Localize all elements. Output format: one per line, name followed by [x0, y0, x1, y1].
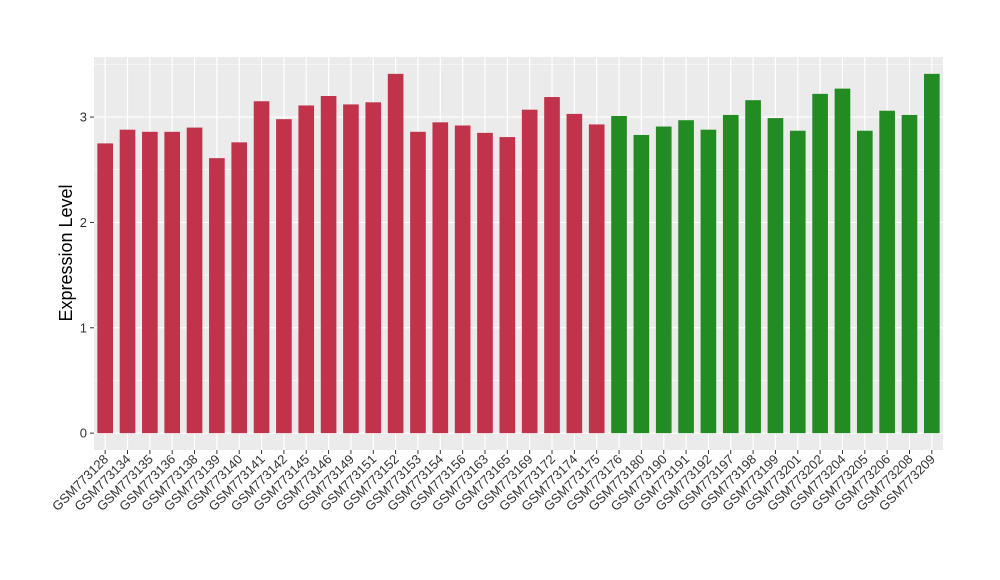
bar-GSM773198 [745, 100, 761, 434]
bar-GSM773140 [231, 142, 248, 434]
bar-GSM773146 [320, 95, 337, 434]
bar-GSM773138 [186, 127, 203, 434]
y-tick-label: 2 [80, 215, 87, 230]
x-axis: GSM773128GSM773134GSM773135GSM773136GSM7… [49, 450, 938, 514]
y-axis: 0 1 2 3 [80, 110, 94, 441]
bar-GSM773204 [834, 88, 851, 434]
bar-GSM773176 [611, 116, 627, 434]
bar-GSM773174 [566, 113, 583, 434]
bar-GSM773199 [767, 118, 784, 434]
bar-GSM773152 [387, 73, 404, 434]
bar-GSM773145 [298, 105, 315, 434]
y-tick-label: 1 [80, 320, 87, 335]
y-tick-label: 0 [80, 426, 87, 441]
bar-GSM773190 [655, 126, 672, 434]
bar-GSM773128 [97, 143, 113, 434]
bar-GSM773139 [209, 158, 225, 434]
bar-GSM773197 [722, 114, 739, 434]
bars [97, 73, 940, 434]
bar-GSM773165 [499, 137, 516, 434]
bar-GSM773169 [521, 109, 538, 434]
bar-GSM773202 [812, 93, 828, 434]
bar-GSM773206 [879, 110, 895, 434]
bar-GSM773142 [276, 119, 292, 434]
bar-GSM773192 [700, 129, 717, 434]
y-tick-label: 3 [80, 110, 87, 125]
bar-GSM773163 [477, 132, 493, 434]
bar-GSM773141 [253, 101, 270, 434]
bar-GSM773191 [678, 120, 694, 434]
bar-GSM773153 [410, 131, 426, 434]
bar-GSM773180 [633, 134, 650, 434]
bar-GSM773209 [924, 73, 940, 434]
y-axis-title: Expression Level [56, 184, 76, 321]
bar-GSM773205 [856, 130, 873, 434]
bar-GSM773201 [789, 130, 806, 434]
bar-GSM773208 [901, 114, 918, 434]
bar-GSM773136 [164, 131, 181, 434]
bar-GSM773156 [454, 125, 471, 434]
bar-GSM773149 [343, 104, 359, 434]
bar-GSM773154 [432, 122, 449, 434]
bar-GSM773134 [119, 129, 136, 434]
bar-GSM773175 [588, 124, 605, 434]
bar-GSM773172 [544, 97, 560, 434]
bar-GSM773135 [142, 131, 158, 434]
bar-GSM773151 [365, 102, 382, 434]
